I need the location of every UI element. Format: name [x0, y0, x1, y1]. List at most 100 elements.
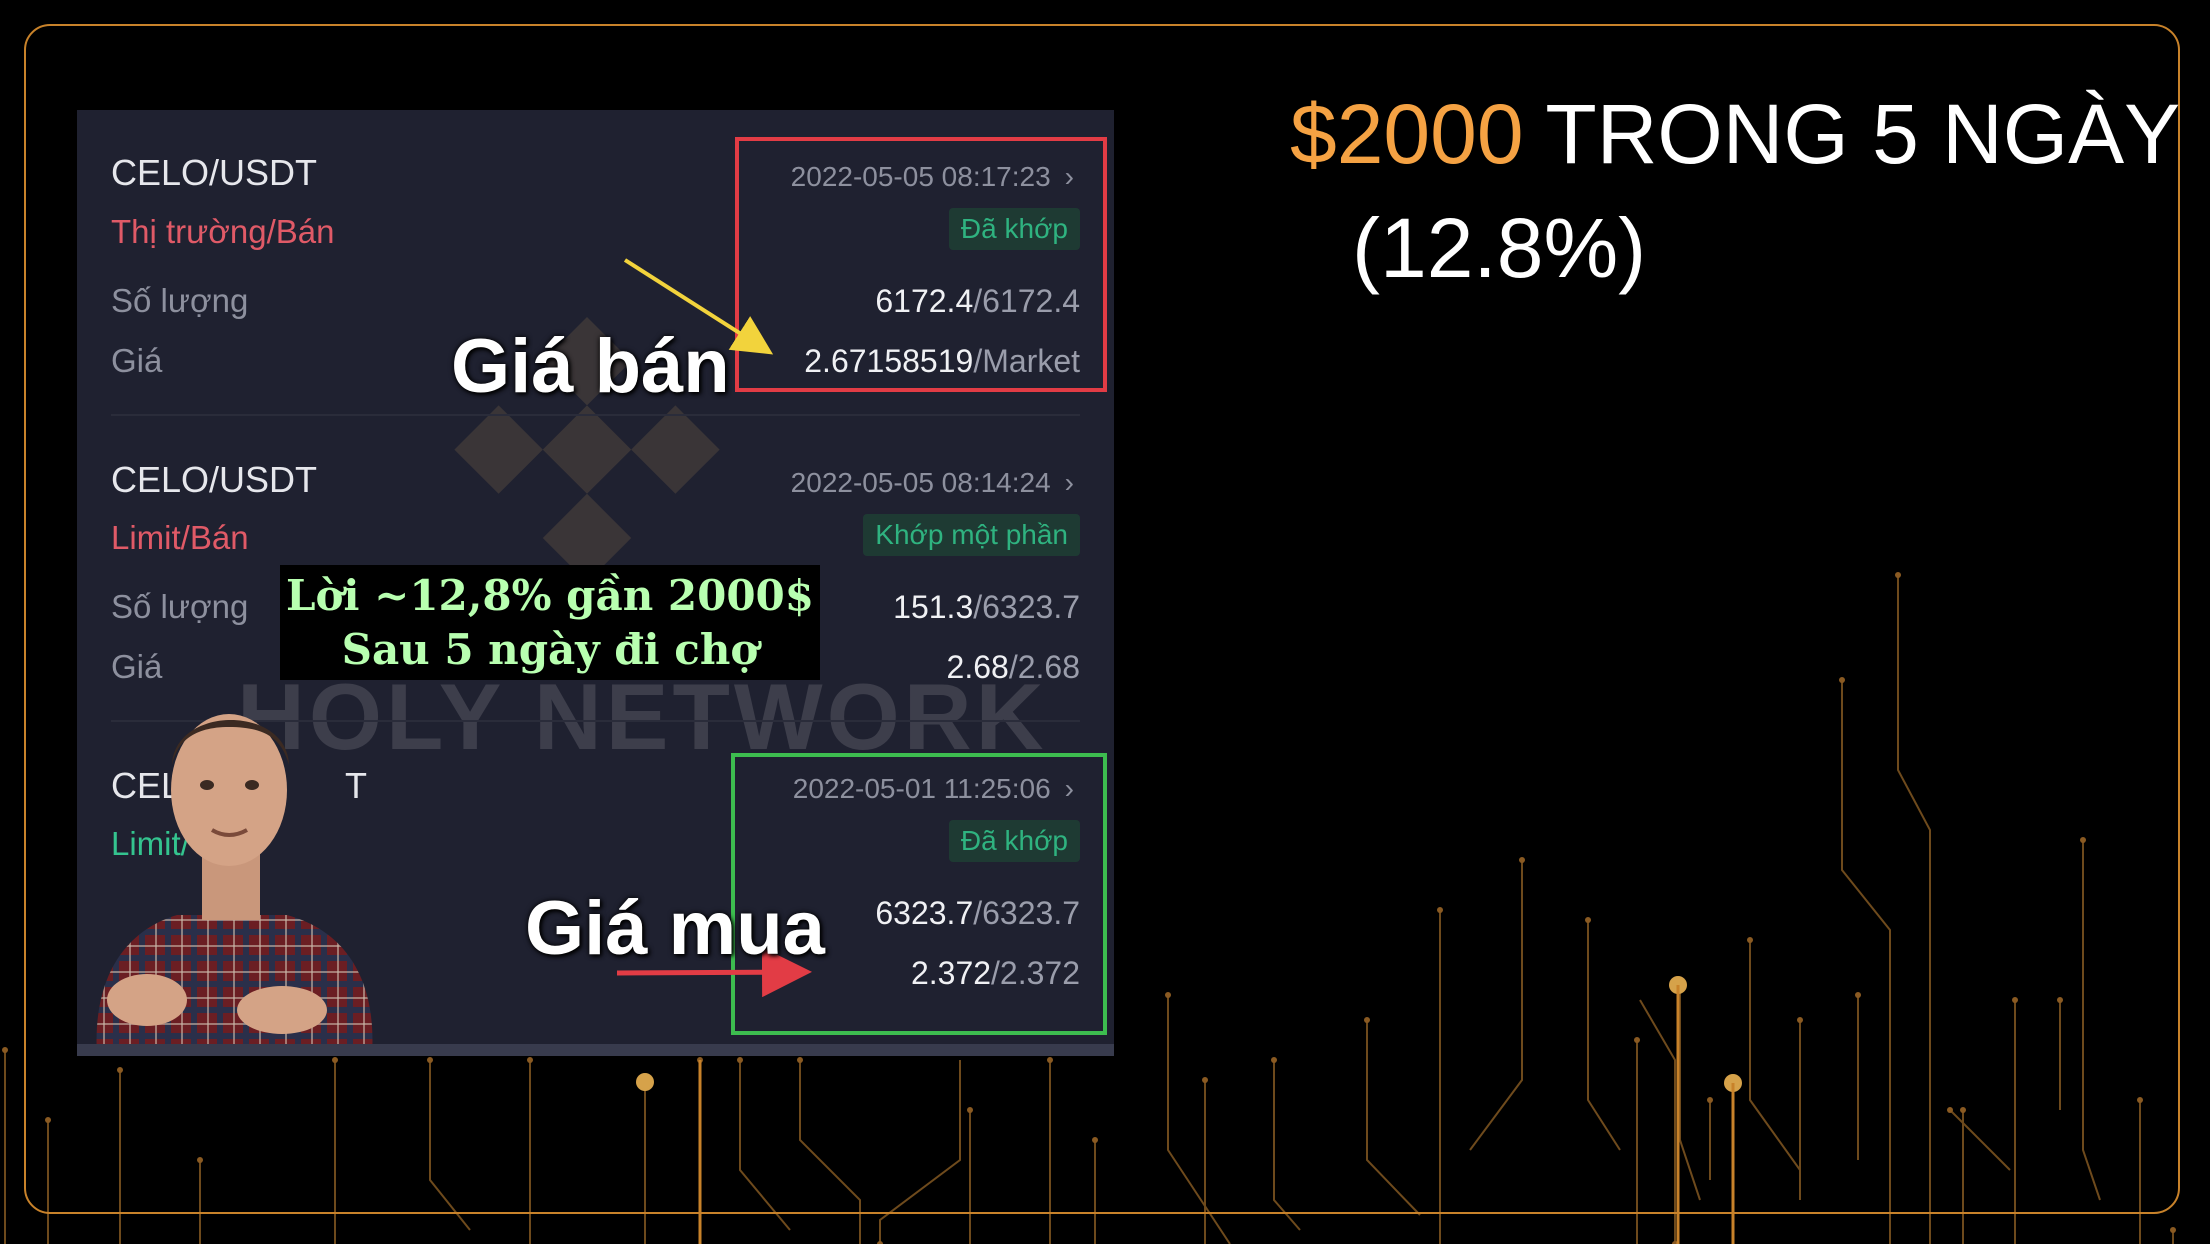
order-divider: [111, 720, 1080, 722]
screenshot-bottom-bar: [77, 1044, 1114, 1056]
circuit-trace: [1841, 680, 1891, 1244]
circuit-node: [1047, 1057, 1053, 1063]
circuit-node: [1092, 1137, 1098, 1143]
order-2-price-rest: /2.68: [1008, 649, 1080, 685]
circuit-trace: [1639, 999, 1676, 1244]
circuit-trace: [1587, 920, 1621, 1151]
circuit-node: [967, 1107, 973, 1113]
buy-price-arrow: [616, 947, 812, 998]
circuit-trace: [1366, 1020, 1421, 1216]
circuit-trace: [2082, 840, 2101, 1201]
chevron-right-icon: ›: [1064, 161, 1074, 192]
sell-price-arrow: [623, 258, 774, 355]
circuit-node: [1895, 572, 1901, 578]
profit-caption: Lời ~12,8% gần 2000$ Sau 5 ngày đi chợ: [280, 565, 820, 680]
order-2-qty-value: 151.3/6323.7: [893, 589, 1080, 626]
buy-price-callout: Giá mua: [525, 886, 825, 971]
order-3-price-rest: /2.372: [991, 955, 1080, 991]
order-1-price-value: 2.67158519/Market: [804, 343, 1080, 380]
order-3-qty-filled: 6323.7: [875, 895, 974, 931]
binance-logo-watermark: [454, 317, 720, 583]
circuit-trace: [1469, 860, 1523, 1151]
circuit-node: [2057, 997, 2063, 1003]
circuit-trace: [1273, 1060, 1301, 1231]
order-1-qty-label: Số lượng: [111, 282, 249, 319]
circuit-node: [117, 1067, 123, 1073]
order-3-qty-total: /6323.7: [973, 895, 1080, 931]
order-3-price-value: 2.372/2.372: [911, 955, 1080, 992]
order-2-status-badge: Khớp một phần: [863, 514, 1080, 556]
circuit-trace: [1949, 1109, 2011, 1171]
order-2-qty-label: Số lượng: [111, 588, 249, 625]
circuit-node: [45, 1117, 51, 1123]
order-2-pair: CELO/USDT: [111, 459, 318, 500]
headline-percent: (12.8%): [1352, 201, 1647, 295]
circuit-node: [1437, 907, 1443, 913]
circuit-node: [1839, 677, 1845, 683]
order-1-qty-total: /6172.4: [973, 283, 1080, 319]
headline: $2000 TRONG 5 NGÀY: [1290, 92, 2180, 176]
sell-highlight-box: [735, 137, 1107, 392]
exchange-order-screenshot: HOLY NETWORK CELO/USDT Thị trường/Bán Số…: [77, 110, 1114, 1056]
circuit-node: [2137, 1097, 2143, 1103]
order-1-price-label: Giá: [111, 342, 163, 379]
content-frame: [24, 24, 2180, 1214]
circuit-node: [737, 1057, 743, 1063]
circuit-node: [1271, 1057, 1277, 1063]
circuit-trace: [1679, 985, 1701, 1201]
headline-text: TRONG 5 NGÀY: [1523, 87, 2181, 181]
circuit-node: [877, 1241, 883, 1244]
circuit-trace: [879, 1060, 961, 1244]
watermark-text: HOLY NETWORK: [237, 664, 1048, 769]
order-3-qty-value: 6323.7/6323.7: [875, 895, 1080, 932]
circuit-node: [1707, 1097, 1713, 1103]
circuit-node: [1585, 917, 1591, 923]
circuit-node: [2170, 1227, 2176, 1233]
circuit-node: [2012, 997, 2018, 1003]
headline-amount: $2000: [1290, 87, 1524, 181]
order-3-timestamp[interactable]: 2022-05-01 11:25:06 ›: [793, 773, 1074, 805]
chevron-right-icon: ›: [1064, 467, 1074, 498]
buy-highlight-box: [731, 753, 1107, 1035]
circuit-node: [797, 1057, 803, 1063]
circuit-node: [332, 1057, 338, 1063]
circuit-node: [1797, 1017, 1803, 1023]
circuit-node: [2080, 837, 2086, 843]
order-2-price-value: 2.68/2.68: [947, 649, 1080, 686]
presenter-photo: [96, 714, 373, 1056]
order-1-pair: CELO/USDT: [111, 152, 318, 193]
order-3-timestamp-text: 2022-05-01 11:25:06: [792, 773, 1051, 804]
order-3-price: 2.372: [910, 955, 992, 991]
order-2-qty-filled: 151.3: [893, 589, 974, 625]
order-1-timestamp-text: 2022-05-05 08:17:23: [790, 161, 1051, 192]
order-3-status-badge: Đã khớp: [948, 820, 1080, 862]
circuit-node: [2, 1047, 8, 1053]
order-2-timestamp[interactable]: 2022-05-05 08:14:24 ›: [791, 467, 1074, 499]
order-2-qty-total: /6323.7: [973, 589, 1080, 625]
order-2-timestamp-text: 2022-05-05 08:14:24: [790, 467, 1051, 498]
circuit-node-large: [636, 1073, 654, 1091]
chevron-right-icon: ›: [1064, 773, 1074, 804]
circuit-node: [1747, 937, 1753, 943]
sell-price-callout: Giá bán: [451, 324, 730, 409]
circuit-node: [527, 1057, 533, 1063]
circuit-node: [1165, 992, 1171, 998]
order-1-qty-filled: 6172.4: [875, 283, 974, 319]
circuit-node: [427, 1057, 433, 1063]
circuit-node: [1855, 992, 1861, 998]
order-1-timestamp[interactable]: 2022-05-05 08:17:23 ›: [791, 161, 1074, 193]
circuit-node: [1364, 1017, 1370, 1023]
circuit-node: [197, 1157, 203, 1163]
order-2-price-label: Giá: [111, 648, 163, 685]
order-1-price: 2.67158519: [804, 343, 974, 379]
order-2-type: Limit/Bán: [111, 519, 249, 556]
circuit-node: [1672, 1241, 1678, 1244]
circuit-trace: [739, 1060, 791, 1231]
caption-line-2: Sau 5 ngày đi chợ: [341, 625, 759, 674]
circuit-trace: [799, 1060, 861, 1244]
order-2-price: 2.68: [946, 649, 1009, 685]
circuit-node: [1960, 1107, 1966, 1113]
caption-line-1: Lời ~12,8% gần 2000$: [286, 571, 814, 620]
circuit-node: [1634, 1037, 1640, 1043]
circuit-trace: [1749, 940, 1801, 1171]
